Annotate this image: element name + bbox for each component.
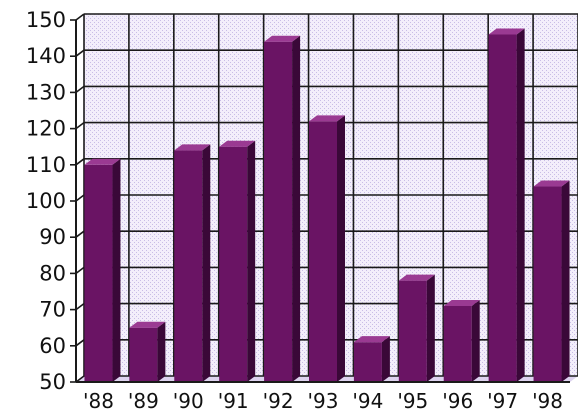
x-tick-label: '95 — [397, 389, 428, 413]
bar — [264, 35, 301, 382]
bar-side — [516, 28, 525, 382]
y-gridline-side — [75, 339, 85, 347]
y-tick-label: 150 — [26, 8, 66, 32]
bar-top — [443, 299, 480, 306]
bar-side — [112, 158, 121, 382]
bar-top — [488, 28, 525, 35]
bar-top — [264, 35, 301, 42]
x-tick-label: '88 — [83, 389, 114, 413]
bar — [219, 140, 256, 382]
bar-top — [309, 115, 345, 122]
y-gridline-side — [75, 230, 85, 238]
bar-front — [533, 186, 562, 382]
bar — [533, 180, 570, 382]
bar — [84, 158, 121, 382]
bar-top — [398, 274, 435, 281]
x-tick-label: '89 — [128, 389, 159, 413]
x-tick-labels: '88 '89 '90 '91 '92 '93 '94 '95 '96 '97 '98 — [83, 389, 563, 413]
y-tick-label: 140 — [26, 44, 66, 68]
bar — [353, 336, 390, 382]
y-gridline-side — [75, 85, 85, 94]
axes — [70, 19, 570, 383]
bar-side — [471, 299, 480, 382]
bar-side — [247, 140, 256, 382]
bar — [129, 321, 166, 382]
x-tick-label: '92 — [263, 389, 294, 413]
y-tick-label: 60 — [39, 334, 66, 358]
bar-front — [219, 146, 248, 382]
bar-side — [426, 274, 435, 382]
bar — [443, 299, 480, 382]
bar-front — [398, 280, 427, 382]
bar-front — [353, 342, 382, 382]
y-tick-label: 120 — [26, 117, 66, 141]
bar-top — [353, 336, 390, 343]
x-tick-label: '91 — [218, 389, 249, 413]
bar-front — [264, 41, 293, 382]
bar-side — [202, 144, 211, 382]
bars — [84, 28, 570, 383]
x-tick-label: '93 — [308, 389, 339, 413]
y-gridline-side — [75, 194, 85, 202]
bar — [174, 144, 211, 382]
y-gridline-side — [75, 13, 85, 21]
bar-front — [488, 34, 517, 382]
bar-front — [84, 164, 113, 382]
bar — [309, 115, 345, 383]
y-gridline-side — [75, 302, 85, 311]
bar-side — [157, 321, 166, 382]
bar-side — [292, 35, 301, 382]
bar-top — [84, 158, 121, 165]
x-tick-label: '94 — [352, 389, 383, 413]
bar-front — [443, 305, 472, 382]
bar-top — [174, 144, 211, 151]
y-tick-labels: 150 140 130 120 110 100 90 80 70 60 50 — [26, 8, 66, 394]
y-gridline-side — [75, 266, 85, 275]
bar-top — [533, 180, 570, 187]
y-tick-label: 100 — [26, 189, 66, 213]
x-tick-label: '90 — [173, 389, 204, 413]
bar-side — [381, 336, 390, 382]
y-gridline-side — [75, 158, 85, 166]
y-gridline-side — [75, 49, 85, 57]
x-tick-label: '96 — [442, 389, 473, 413]
y-tick-label: 50 — [39, 370, 66, 394]
x-tick-label: '98 — [532, 389, 563, 413]
bar-front — [309, 121, 337, 383]
bar-side — [561, 180, 570, 382]
y-tick-label: 80 — [39, 261, 66, 285]
bar-top — [129, 321, 166, 328]
bar — [398, 274, 435, 382]
bar-top — [219, 140, 256, 147]
x-tick-label: '97 — [487, 389, 518, 413]
y-gridline-side — [75, 121, 85, 130]
bar — [488, 28, 525, 382]
y-tick-label: 130 — [26, 80, 66, 104]
y-tick-label: 70 — [39, 298, 66, 322]
bar-front — [174, 150, 203, 382]
bar-side — [337, 115, 345, 383]
bar-front — [129, 327, 158, 382]
y-tick-label: 110 — [26, 153, 66, 177]
y-tick-label: 90 — [39, 225, 66, 249]
